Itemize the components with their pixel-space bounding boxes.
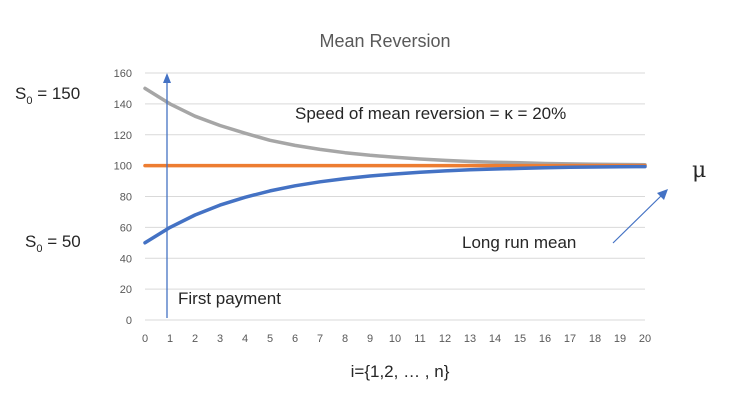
x-tick-labels: 0 1 2 3 4 5 6 7 8 9 10 11 12 13 14 15 16 17 18 19 20 bbox=[142, 333, 651, 345]
x-tick-label: 20 bbox=[639, 333, 651, 345]
x-tick-label: 0 bbox=[142, 333, 148, 345]
x-tick-label: 2 bbox=[192, 333, 198, 345]
long-run-mean-arrowhead bbox=[657, 189, 668, 200]
y-tick-label: 80 bbox=[120, 192, 132, 204]
s0-high-rest: = 150 bbox=[32, 84, 80, 103]
y-tick-label: 20 bbox=[120, 284, 132, 296]
x-tick-label: 8 bbox=[342, 333, 348, 345]
y-tick-label: 60 bbox=[120, 222, 132, 234]
x-tick-label: 6 bbox=[292, 333, 298, 345]
y-tick-label: 0 bbox=[126, 315, 132, 327]
x-tick-label: 12 bbox=[439, 333, 451, 345]
first-payment-arrowhead bbox=[163, 73, 171, 83]
mu-symbol: μ bbox=[692, 158, 706, 183]
x-tick-label: 14 bbox=[489, 333, 501, 345]
s0-high-sub: 0 bbox=[26, 95, 32, 107]
y-tick-label: 120 bbox=[114, 130, 132, 142]
long-run-mean-label: Long run mean bbox=[462, 233, 576, 252]
x-tick-label: 17 bbox=[564, 333, 576, 345]
x-tick-label: 18 bbox=[589, 333, 601, 345]
chart-title: Mean Reversion bbox=[319, 31, 450, 51]
x-tick-label: 11 bbox=[414, 333, 425, 345]
x-tick-label: 16 bbox=[539, 333, 551, 345]
s0-low-label: S0 = 50 bbox=[25, 232, 81, 255]
x-axis-label: i={1,2, … , n} bbox=[351, 362, 450, 381]
y-tick-label: 140 bbox=[114, 99, 132, 111]
speed-annotation: Speed of mean reversion = κ = 20% bbox=[295, 104, 566, 123]
s0-low-rest: = 50 bbox=[42, 232, 80, 251]
s0-high-label: S0 = 150 bbox=[15, 84, 80, 107]
x-tick-label: 3 bbox=[217, 333, 223, 345]
x-tick-label: 4 bbox=[242, 333, 248, 345]
x-tick-label: 1 bbox=[167, 333, 173, 345]
x-tick-label: 15 bbox=[514, 333, 526, 345]
s0-low-base: S bbox=[25, 232, 36, 251]
y-tick-label: 40 bbox=[120, 253, 132, 265]
x-tick-label: 9 bbox=[367, 333, 373, 345]
x-tick-label: 13 bbox=[464, 333, 476, 345]
long-run-mean-arrow bbox=[612, 193, 664, 244]
x-tick-label: 10 bbox=[389, 333, 401, 345]
series-lines bbox=[143, 86, 647, 245]
s0-high-base: S bbox=[15, 84, 26, 103]
series-line-2 bbox=[143, 164, 647, 245]
x-tick-label: 7 bbox=[317, 333, 323, 345]
y-tick-label: 100 bbox=[114, 161, 132, 173]
x-tick-label: 19 bbox=[614, 333, 626, 345]
series-line-0 bbox=[143, 86, 647, 167]
first-payment-label: First payment bbox=[178, 289, 281, 308]
y-tick-labels: 0 20 40 60 80 100 120 140 160 bbox=[114, 68, 132, 327]
y-tick-label: 160 bbox=[114, 68, 132, 80]
s0-low-sub: 0 bbox=[36, 243, 42, 255]
x-tick-label: 5 bbox=[267, 333, 273, 345]
